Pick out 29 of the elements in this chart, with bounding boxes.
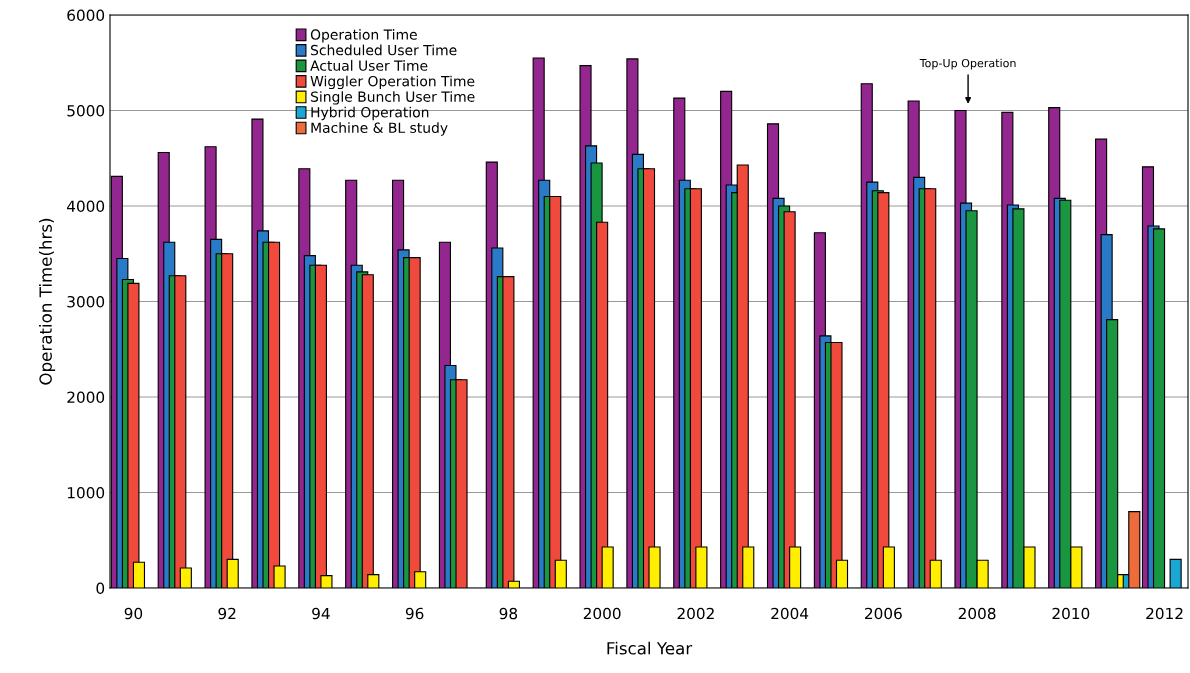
y-tick-label: 3000 [67, 295, 105, 308]
y-tick-label: 5000 [67, 104, 105, 117]
x-tick-label: 2012 [1146, 607, 1183, 620]
x-tick-label: 2006 [865, 607, 902, 620]
x-tick-label: 90 [124, 607, 143, 620]
x-axis-title: Fiscal Year [607, 641, 693, 655]
legend-label: Machine & BL study [311, 122, 448, 136]
x-tick-label: 96 [405, 607, 424, 620]
y-tick-label: 6000 [67, 9, 105, 22]
x-tick-label: 2008 [958, 607, 996, 620]
y-axis-title: Operation Time(hrs) [39, 218, 56, 385]
y-tick-label: 1000 [67, 486, 105, 499]
legend-label: Hybrid Operation [311, 106, 429, 121]
x-tick-label: 98 [499, 607, 518, 620]
y-tick-label: 4000 [67, 200, 105, 213]
legend-label: Single Bunch User Time [311, 91, 475, 105]
x-tick-label: 2004 [771, 607, 809, 620]
annotation: Top-Up Operation [919, 58, 1016, 70]
legend-label: Wiggler Operation Time [310, 75, 475, 90]
x-tick-label: 92 [218, 607, 236, 620]
x-tick-label: 2010 [1052, 607, 1090, 620]
y-tick-label: 0 [96, 582, 105, 595]
legend-label: Operation Time [310, 29, 417, 43]
y-tick-label: 2000 [67, 391, 105, 404]
x-tick-label: 2000 [583, 607, 621, 620]
x-tick-label: 94 [312, 607, 330, 620]
x-tick-label: 2002 [677, 607, 714, 620]
legend-label: Scheduled User Time [311, 44, 457, 56]
legend-label: Actual User Time [310, 60, 428, 71]
